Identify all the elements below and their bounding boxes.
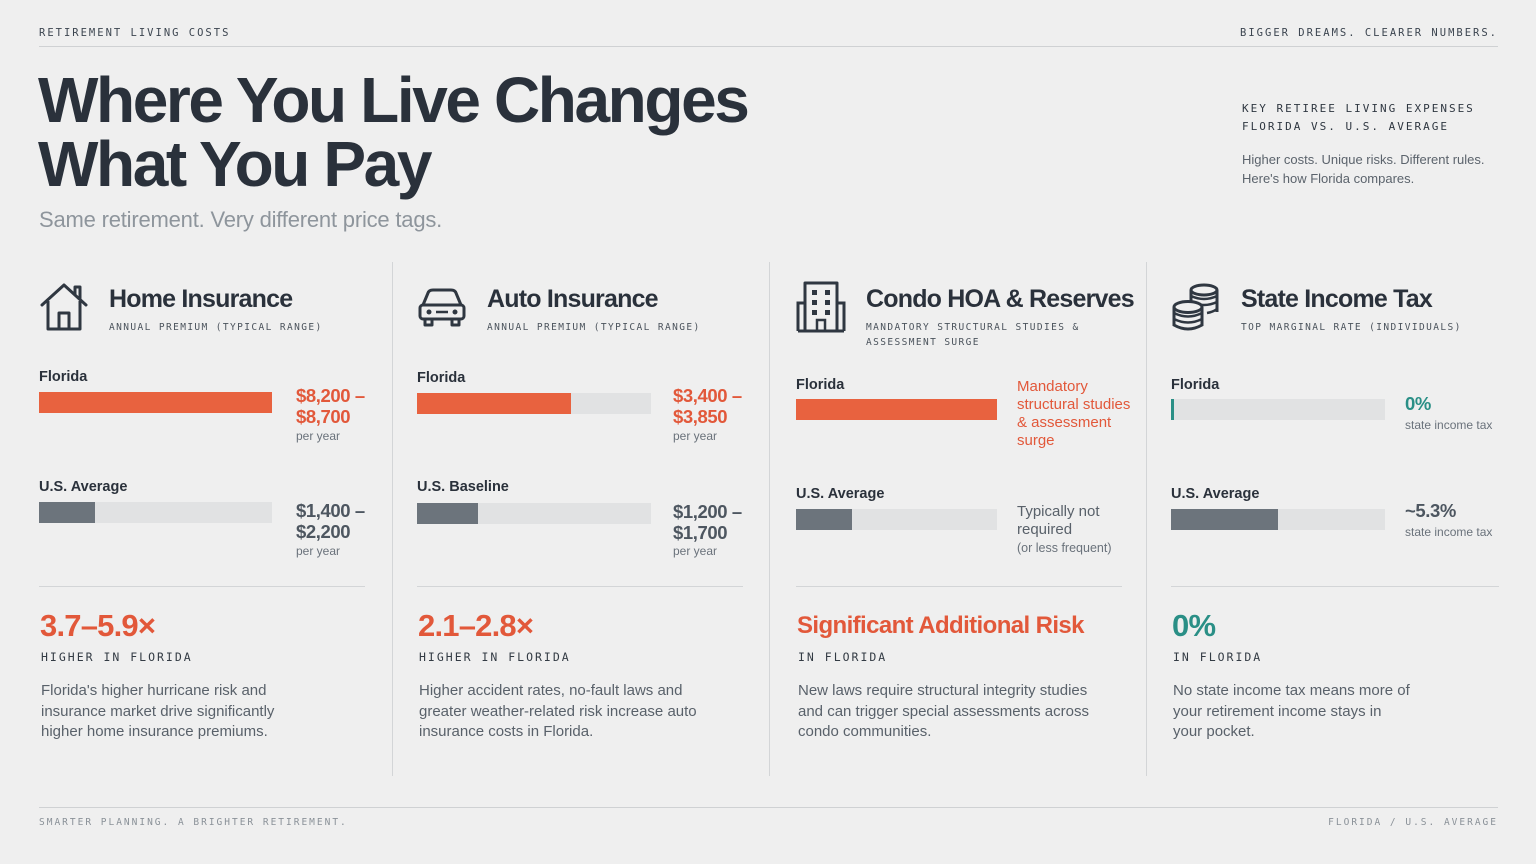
bar-value: Typically not required [1017, 503, 1100, 538]
bar-track [796, 509, 997, 530]
card-state-income-tax: State Income Tax TOP MARGINAL RATE (INDI… [1171, 275, 1499, 775]
card-body: New laws require structural integrity st… [798, 682, 1089, 740]
card-subtitle: MANDATORY STRUCTURAL STUDIES & ASSESSMEN… [866, 322, 1080, 348]
bar-value: 0% [1405, 393, 1431, 414]
bar-value: $1,400 – $2,200 [296, 500, 365, 542]
card-divider [39, 586, 365, 587]
bar-track [39, 392, 272, 413]
card-stat-label: HIGHER IN FLORIDA [41, 650, 193, 664]
bar-value-note: per year [673, 429, 718, 443]
bar-track [417, 393, 651, 414]
bar-label: U.S. Baseline [417, 479, 509, 495]
bar-label: U.S. Average [1171, 486, 1260, 502]
house-icon [40, 283, 88, 331]
bar-value-line-2: $1,700 [673, 522, 728, 543]
bar-value: $1,200 – $1,700 [673, 501, 742, 543]
bar-value-line-2: $8,700 [296, 406, 351, 427]
card-stat: 2.1–2.8× [418, 608, 534, 643]
card-stat-label: IN FLORIDA [798, 650, 888, 664]
bar-value-note: state income tax [1405, 525, 1493, 539]
hero-description: Higher costs. Unique risks. Different ru… [1242, 150, 1512, 188]
bar-label: U.S. Average [796, 486, 885, 502]
card-divider [417, 586, 743, 587]
bar [796, 399, 997, 420]
card-stat-label: HIGHER IN FLORIDA [419, 650, 571, 664]
footer-left: SMARTER PLANNING. A BRIGHTER RETIREMENT. [39, 817, 348, 828]
bar-value-note: per year [296, 544, 341, 558]
card-body: No state income tax means more of your r… [1173, 682, 1410, 740]
bar [417, 393, 572, 414]
card-divider [1171, 586, 1499, 587]
tagline: BIGGER DREAMS. CLEARER NUMBERS. [1240, 27, 1498, 39]
page-subtitle: Same retirement. Very different price ta… [39, 207, 443, 232]
bar-value-line-2: $2,200 [296, 521, 351, 542]
card-body: Higher accident rates, no-fault laws and… [419, 682, 697, 740]
bar-value-line-1: $3,400 – [673, 385, 742, 406]
card-title: Auto Insurance [487, 285, 659, 313]
bar [39, 502, 95, 523]
bar [1171, 509, 1278, 530]
card-subtitle: ANNUAL PREMIUM (TYPICAL RANGE) [109, 322, 323, 333]
bar-track [39, 502, 272, 523]
bar-value-note: per year [296, 429, 341, 443]
hero-description-line-1: Higher costs. Unique risks. Different ru… [1242, 152, 1485, 167]
card-title: Home Insurance [109, 285, 293, 313]
bar-value: ~5.3% [1405, 500, 1456, 521]
footer-right: FLORIDA / U.S. AVERAGE [1328, 817, 1498, 828]
bar-value: $3,400 – $3,850 [673, 385, 742, 427]
card-title: Condo HOA & Reserves [866, 285, 1135, 313]
section-label: RETIREMENT LIVING COSTS [39, 27, 231, 39]
bar-track [796, 399, 997, 420]
car-icon [418, 288, 466, 327]
bar [1171, 399, 1174, 420]
column-divider [1146, 262, 1147, 776]
bar-value: Mandatory structural studies & assessmen… [1017, 378, 1131, 449]
bar-label: Florida [796, 377, 845, 393]
column-divider [392, 262, 393, 776]
bar-value-note: (or less frequent) [1017, 541, 1112, 555]
bar-track [1171, 509, 1385, 530]
bar [417, 503, 478, 524]
bar [39, 392, 272, 413]
card-title: State Income Tax [1241, 285, 1433, 313]
hero-note: KEY RETIREE LIVING EXPENSES FLORIDA VS. … [1242, 100, 1512, 188]
card-stat: Significant Additional Risk [797, 612, 1085, 639]
card-home-insurance: Home Insurance ANNUAL PREMIUM (TYPICAL R… [39, 275, 379, 775]
page-title-line-2: What You Pay [38, 128, 432, 200]
footer: SMARTER PLANNING. A BRIGHTER RETIREMENT.… [39, 807, 1498, 831]
top-bar: RETIREMENT LIVING COSTS BIGGER DREAMS. C… [39, 27, 1498, 47]
card-subtitle: ANNUAL PREMIUM (TYPICAL RANGE) [487, 322, 701, 333]
card-stat: 0% [1172, 608, 1216, 643]
bar-value-note: per year [673, 544, 718, 558]
hero-description-line-2: Here's how Florida compares. [1242, 171, 1415, 186]
bar-track [417, 503, 651, 524]
bar-label: Florida [417, 370, 466, 386]
bar-value-line-1: $8,200 – [296, 385, 365, 406]
card-subtitle: TOP MARGINAL RATE (INDIVIDUALS) [1241, 322, 1462, 333]
page-title-line-1: Where You Live Changes [38, 64, 750, 136]
bar-value-line-2: $3,850 [673, 406, 728, 427]
bar-label: Florida [39, 369, 88, 385]
bar-label: U.S. Average [39, 479, 128, 495]
bar-value: $8,200 – $8,700 [296, 385, 365, 427]
bar-value-note: state income tax [1405, 418, 1493, 432]
hero-kicker-line-2: FLORIDA VS. U.S. AVERAGE [1242, 120, 1449, 133]
bar-track [1171, 399, 1385, 420]
card-divider [796, 586, 1122, 587]
bar-label: Florida [1171, 377, 1220, 393]
card-stat-label: IN FLORIDA [1173, 650, 1263, 664]
coins-icon [1172, 283, 1219, 331]
card-body: Florida's higher hurricane risk and insu… [41, 682, 275, 740]
bar-value-line-1: $1,400 – [296, 500, 365, 521]
building-icon [796, 281, 846, 333]
bar-value-line-1: $1,200 – [673, 501, 742, 522]
card-stat: 3.7–5.9× [40, 608, 156, 643]
card-condo-hoa: Condo HOA & Reserves MANDATORY STRUCTURA… [796, 275, 1136, 775]
page-title: Where You Live Changes What You Pay [38, 68, 858, 196]
bar [796, 509, 853, 530]
hero-kicker-line-1: KEY RETIREE LIVING EXPENSES [1242, 102, 1475, 115]
column-divider [769, 262, 770, 776]
hero-kicker: KEY RETIREE LIVING EXPENSES FLORIDA VS. … [1242, 100, 1512, 136]
card-auto-insurance: Auto Insurance ANNUAL PREMIUM (TYPICAL R… [417, 275, 757, 775]
